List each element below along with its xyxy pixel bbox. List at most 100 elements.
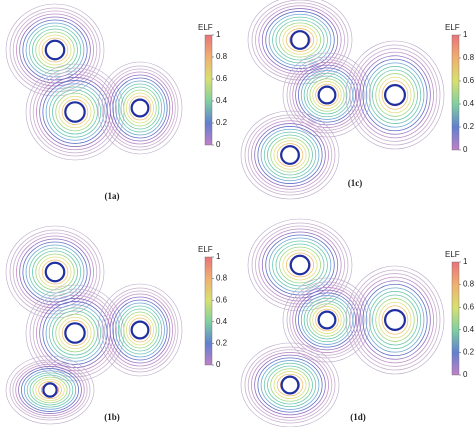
contour-line [5, 355, 95, 425]
contour-line [309, 303, 345, 337]
nucleus-ring [44, 261, 66, 283]
contour-line [315, 83, 339, 107]
contour-line [109, 296, 171, 364]
contour-line [25, 22, 85, 78]
contour-line [101, 287, 179, 373]
contour-line [282, 277, 372, 363]
colorbar [451, 34, 460, 151]
contour-line [21, 368, 79, 412]
contour-line [378, 301, 412, 339]
colorbar-tick-label: 0.4 [463, 325, 474, 334]
panel-label: (1a) [105, 191, 120, 201]
contour-line [265, 11, 335, 69]
contour-line [300, 295, 354, 345]
colorbar-tick-label: 1 [216, 252, 221, 261]
contour-line [115, 80, 165, 136]
nucleus-ring [384, 309, 407, 332]
contour-line [97, 283, 183, 377]
contour-line [38, 256, 72, 288]
contour-line [272, 240, 328, 290]
colorbar-tick-label: 0.6 [463, 76, 474, 85]
contour-line [352, 273, 438, 367]
contour-line [112, 77, 168, 139]
contour-line [61, 320, 89, 346]
contour-line [279, 246, 321, 284]
colorbar-tick-label: 0.2 [216, 339, 228, 348]
colorbar-tick-label: 0 [216, 360, 221, 369]
contour-line [254, 354, 326, 416]
nucleus-ring [280, 375, 300, 395]
contour-line [267, 365, 313, 405]
contour-line [261, 8, 339, 72]
contour-line [289, 284, 365, 356]
contour-line [298, 292, 356, 348]
nucleus-ring [384, 83, 407, 106]
contour-line [276, 373, 304, 397]
colorbar-tick-label: 0.2 [216, 118, 228, 127]
contour-line [261, 231, 339, 299]
nucleus-ring [42, 382, 58, 398]
contour-line [55, 92, 95, 132]
contour-line [101, 65, 179, 151]
colorbar-tick-label: 0.2 [463, 122, 474, 131]
contour-line [381, 305, 409, 335]
contour-line [306, 300, 348, 340]
colorbar-title: ELF [445, 250, 460, 259]
nucleus-ring [64, 101, 86, 123]
contour-line [286, 56, 368, 134]
colorbar-tick-label: 0 [463, 370, 468, 379]
contour-line [5, 225, 105, 319]
contour-line [292, 62, 362, 128]
nucleus-ring [317, 310, 337, 330]
colorbar-tick-label: 0.6 [463, 302, 474, 311]
contour-line [48, 307, 102, 359]
contour-line [97, 61, 183, 155]
contour-line [300, 70, 354, 120]
contour-line [315, 308, 339, 332]
contour-line [29, 288, 121, 378]
colorbar-title: ELF [445, 23, 460, 32]
contour-line [381, 80, 409, 110]
nucleus-ring [130, 98, 150, 118]
contour-line [36, 73, 114, 151]
contour-line [255, 2, 345, 78]
contour-line [41, 259, 69, 285]
contour-line [126, 92, 154, 124]
colorbar-tick-label: 0.8 [216, 274, 228, 283]
contour-line [251, 120, 329, 190]
contour-line [35, 253, 75, 291]
contour-line [48, 86, 102, 138]
contour-plot [240, 0, 445, 200]
contour-line [107, 71, 173, 145]
colorbar-tick-label: 0.8 [216, 52, 228, 61]
contour-line [285, 28, 315, 52]
contour-line [372, 69, 418, 121]
contour-line [356, 276, 434, 364]
contour-line [29, 374, 71, 406]
colorbar-tick-label: 0.8 [463, 280, 474, 289]
panel-label: (1c) [348, 178, 363, 188]
colorbar-tick-label: 0.6 [216, 74, 228, 83]
contour-line [282, 249, 318, 281]
contour-line [359, 55, 431, 135]
colorbar [204, 34, 213, 146]
contour-line [104, 68, 176, 148]
contour-line [349, 44, 441, 146]
contour-line [36, 294, 114, 372]
contour-line [25, 244, 85, 300]
contour-line [58, 95, 92, 129]
contour-line [275, 243, 325, 287]
contour-line [251, 352, 329, 418]
contour-line [16, 13, 94, 87]
contour-line [286, 281, 368, 359]
contour-line [276, 143, 304, 167]
nucleus-ring [290, 30, 310, 50]
nucleus-ring [44, 39, 66, 61]
contour-line [128, 95, 152, 121]
contour-plot [240, 218, 445, 427]
contour-line [263, 131, 317, 179]
contour-line [61, 99, 89, 125]
contour-line [42, 80, 108, 144]
contour-line [38, 381, 62, 399]
